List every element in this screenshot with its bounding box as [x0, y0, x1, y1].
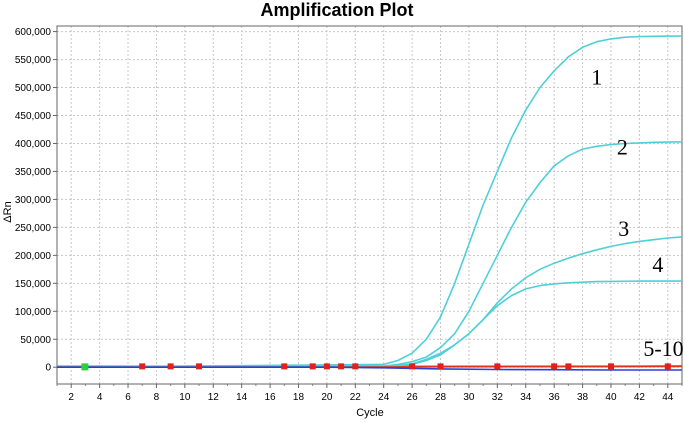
cycle-marker-red — [664, 363, 671, 370]
cycle-marker-red — [139, 363, 146, 370]
y-tick-label: 350,000 — [15, 167, 52, 178]
y-tick-label: 150,000 — [15, 279, 52, 290]
chart-title: Amplification Plot — [261, 0, 414, 20]
x-tick-label: 34 — [520, 392, 532, 403]
x-tick-label: 18 — [293, 392, 305, 403]
y-tick-label: 400,000 — [15, 139, 52, 150]
cycle-marker-red — [437, 363, 444, 370]
y-axis-ticks: 0 50,000 100,000 150,000 200,000 250,000 300,0… — [15, 27, 57, 374]
curve-label: 5-10 — [643, 336, 683, 361]
series-lines — [56, 35, 683, 371]
x-tick-label: 26 — [407, 392, 419, 403]
y-tick-label: 0 — [45, 363, 51, 374]
x-tick-label: 20 — [321, 392, 333, 403]
cycle-marker-red — [196, 363, 203, 370]
x-axis-ticks: 2 4 6 8 10 12 14 16 18 20 22 24 26 28 30 32 34 36 38 40 42 44 — [56, 384, 683, 403]
x-tick-label: 12 — [208, 392, 220, 403]
x-tick-label: 36 — [549, 392, 561, 403]
cycle-marker-red — [338, 363, 345, 370]
x-axis-label: Cycle — [356, 407, 384, 419]
x-tick-label: 14 — [236, 392, 248, 403]
x-tick-label: 44 — [662, 392, 674, 403]
y-tick-label: 250,000 — [15, 223, 52, 234]
series-line — [57, 366, 682, 371]
x-tick-label: 42 — [634, 392, 646, 403]
plot-area — [56, 25, 683, 385]
y-tick-label: 100,000 — [15, 307, 52, 318]
y-tick-label: 600,000 — [15, 27, 52, 38]
curve-label: 3 — [618, 216, 629, 241]
x-tick-label: 4 — [97, 392, 103, 403]
cycle-marker-red — [607, 363, 614, 370]
y-tick-label: 200,000 — [15, 251, 52, 262]
x-tick-label: 8 — [154, 392, 160, 403]
cycle-marker-red — [565, 363, 572, 370]
x-tick-label: 10 — [179, 392, 191, 403]
cycle-markers — [81, 363, 671, 371]
series-line — [56, 141, 683, 369]
cycle-marker-red — [323, 363, 330, 370]
x-tick-label: 24 — [378, 392, 390, 403]
curve-label: 1 — [591, 65, 602, 90]
cycle-marker-green — [81, 363, 89, 371]
cycle-marker-red — [167, 363, 174, 370]
y-tick-label: 450,000 — [15, 111, 52, 122]
series-line — [56, 236, 683, 369]
series-line — [56, 280, 682, 369]
cycle-marker-red — [281, 363, 288, 370]
cycle-marker-red — [409, 363, 416, 370]
x-tick-label: 16 — [265, 392, 277, 403]
y-tick-label: 50,000 — [20, 335, 51, 346]
cycle-marker-red — [494, 363, 501, 370]
cycle-marker-red — [352, 363, 359, 370]
grid — [57, 26, 682, 384]
series-line — [56, 35, 682, 368]
x-tick-label: 30 — [463, 392, 475, 403]
cycle-marker-red — [309, 363, 316, 370]
curve-labels: 1 2 34 5-10 — [591, 65, 683, 361]
y-tick-label: 300,000 — [15, 195, 52, 206]
curve-label: 4 — [652, 252, 663, 277]
x-tick-label: 28 — [435, 392, 447, 403]
y-tick-label: 550,000 — [15, 55, 52, 66]
y-axis-label: ΔRn — [2, 201, 14, 222]
curve-label: 2 — [617, 135, 628, 160]
x-tick-label: 22 — [350, 392, 362, 403]
x-tick-label: 6 — [125, 392, 131, 403]
y-tick-label: 500,000 — [15, 83, 52, 94]
x-tick-label: 40 — [605, 392, 617, 403]
x-tick-label: 32 — [492, 392, 504, 403]
x-tick-label: 38 — [577, 392, 589, 403]
cycle-marker-red — [551, 363, 558, 370]
x-tick-label: 2 — [68, 392, 74, 403]
